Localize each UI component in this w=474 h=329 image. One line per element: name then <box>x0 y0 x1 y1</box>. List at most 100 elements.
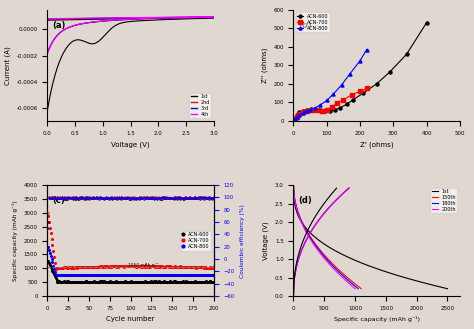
Legend: ACN-600, ACN-700, ACN-800: ACN-600, ACN-700, ACN-800 <box>181 231 211 251</box>
ACN-800 <box>294 115 300 119</box>
ACN-700 <box>46 214 51 218</box>
ACN-700 <box>56 266 62 269</box>
Text: (a): (a) <box>53 21 66 30</box>
ACN-700 <box>334 101 339 105</box>
ACN-600 <box>198 280 203 284</box>
200th <box>293 204 299 208</box>
ACN-800 <box>211 273 217 277</box>
Y-axis label: Current (A): Current (A) <box>4 46 11 85</box>
X-axis label: Z' (ohms): Z' (ohms) <box>360 141 393 148</box>
150th <box>295 209 301 213</box>
ACN-700 <box>309 108 315 112</box>
ACN-600 <box>317 108 323 112</box>
ACN-600 <box>300 109 306 113</box>
150th <box>291 183 296 187</box>
150th <box>355 284 361 288</box>
ACN-700 <box>203 266 209 270</box>
ACN-700 <box>294 115 300 119</box>
ACN-800 <box>55 273 61 277</box>
ACN-800 <box>364 48 370 52</box>
ACN-700 <box>292 118 297 122</box>
ACN-700 <box>304 109 310 113</box>
ACN-800 <box>330 92 336 96</box>
ACN-600 <box>327 109 333 113</box>
X-axis label: Voltage (V): Voltage (V) <box>111 141 150 148</box>
ACN-700 <box>297 113 302 116</box>
1st <box>309 233 315 237</box>
200th <box>349 284 355 288</box>
ACN-800 <box>317 103 323 107</box>
ACN-700 <box>319 109 325 113</box>
ACN-800 <box>78 273 83 277</box>
ACN-800 <box>324 98 329 102</box>
180th <box>352 284 358 288</box>
150th <box>353 282 358 286</box>
ACN-600 <box>55 280 61 284</box>
Legend: 1st, 150th, 180th, 200th: 1st, 150th, 180th, 200th <box>430 188 457 214</box>
ACN-700 <box>52 261 58 265</box>
ACN-600 <box>312 107 318 111</box>
150th <box>303 228 309 232</box>
ACN-800 <box>90 273 96 277</box>
Line: ACN-800: ACN-800 <box>47 246 215 276</box>
Y-axis label: Specific capacity (mAh g⁻¹): Specific capacity (mAh g⁻¹) <box>12 200 18 281</box>
ACN-600 <box>294 113 300 117</box>
ACN-700 <box>364 87 370 90</box>
ACN-600 <box>46 260 51 264</box>
1st <box>291 183 296 187</box>
ACN-600 <box>292 116 298 120</box>
Text: (c): (c) <box>53 196 65 205</box>
ACN-800 <box>292 118 297 122</box>
ACN-800 <box>76 273 82 277</box>
ACN-600 <box>115 280 121 284</box>
Line: ACN-600: ACN-600 <box>292 21 428 121</box>
ACN-600 <box>374 82 380 86</box>
ACN-600 <box>203 279 209 283</box>
ACN-600 <box>350 98 356 102</box>
Line: 150th: 150th <box>293 185 361 289</box>
Line: ACN-700: ACN-700 <box>292 87 368 122</box>
200th <box>352 287 358 291</box>
180th <box>350 282 356 286</box>
ACN-800 <box>297 113 302 117</box>
ACN-800 <box>300 111 306 115</box>
ACN-600 <box>322 109 328 113</box>
Text: (b): (b) <box>299 21 312 30</box>
1st <box>445 287 450 291</box>
1st <box>388 271 393 275</box>
ACN-600 <box>76 280 82 284</box>
ACN-600 <box>211 280 217 284</box>
ACN-700 <box>90 265 96 269</box>
180th <box>303 228 309 232</box>
Y-axis label: Voltage (V): Voltage (V) <box>263 221 270 260</box>
Legend: 1st, 2nd, 3rd, 4th: 1st, 2nd, 3rd, 4th <box>189 92 211 118</box>
Line: ACN-800: ACN-800 <box>292 48 368 122</box>
ACN-700 <box>324 108 329 112</box>
ACN-800 <box>357 59 363 63</box>
ACN-600 <box>52 274 58 278</box>
Legend: ACN-600, ACN-700, ACN-800: ACN-600, ACN-700, ACN-800 <box>296 12 330 32</box>
ACN-700 <box>340 98 346 102</box>
ACN-600 <box>337 106 343 110</box>
ACN-800 <box>198 273 203 277</box>
ACN-700 <box>53 267 59 271</box>
ACN-800 <box>303 109 309 113</box>
ACN-800 <box>307 108 313 112</box>
200th <box>347 282 353 286</box>
150th <box>358 287 364 291</box>
ACN-800 <box>52 270 58 274</box>
ACN-600 <box>292 118 297 122</box>
1st <box>352 258 357 262</box>
ACN-700 <box>314 108 319 112</box>
ACN-600 <box>304 108 310 112</box>
ACN-700 <box>329 105 335 109</box>
ACN-800 <box>292 117 298 121</box>
1st <box>402 276 408 280</box>
ACN-700 <box>211 266 217 270</box>
180th <box>291 183 296 187</box>
ACN-800 <box>347 72 353 76</box>
Line: 200th: 200th <box>293 185 355 289</box>
180th <box>356 287 361 291</box>
Line: 180th: 180th <box>293 185 358 289</box>
Text: 1050 mAh g⁻¹: 1050 mAh g⁻¹ <box>128 263 158 267</box>
